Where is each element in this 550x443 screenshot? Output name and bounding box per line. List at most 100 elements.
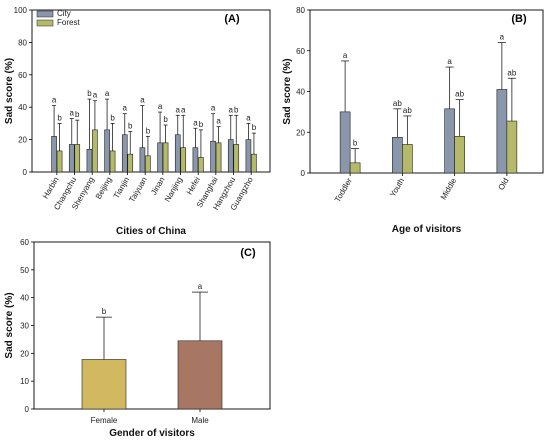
- y-tick-label: 0: [23, 168, 28, 177]
- y-tick-label: 60: [18, 71, 27, 80]
- plot-frame: [33, 241, 271, 410]
- bar: [145, 155, 151, 173]
- y-tick-label: 0: [301, 169, 306, 178]
- bar: [139, 147, 146, 173]
- x-tick-label: Nanjing: [163, 176, 184, 204]
- y-axis-title: Sad score (%): [4, 58, 15, 124]
- significance-letter: a: [158, 102, 163, 111]
- y-tick-label: 20: [20, 349, 29, 358]
- bar: [215, 142, 222, 173]
- bar: [506, 120, 518, 174]
- significance-letter: b: [163, 115, 168, 124]
- x-tick-label: Male: [191, 416, 209, 425]
- bar: [174, 134, 181, 173]
- plot-frame: [31, 9, 271, 173]
- significance-letter: a: [105, 89, 110, 98]
- bar: [180, 147, 187, 173]
- significance-letter: a: [140, 96, 145, 105]
- bar: [104, 129, 110, 173]
- bar: [251, 153, 257, 173]
- significance-letter: ab: [455, 90, 464, 99]
- bar: [127, 153, 134, 173]
- x-tick-label: Old: [497, 177, 511, 192]
- x-tick-label: Jinan: [149, 176, 166, 197]
- y-tick-label: 60: [20, 238, 29, 247]
- significance-letter: a: [193, 118, 198, 127]
- bar: [402, 144, 413, 174]
- x-axis-title: Gender of visitors: [109, 428, 195, 439]
- significance-letter: a: [211, 104, 216, 113]
- significance-letter: a: [123, 104, 128, 113]
- significance-letter: b: [102, 307, 107, 316]
- panel-label: (B): [511, 13, 527, 25]
- bar: [68, 144, 75, 173]
- bar: [81, 359, 127, 410]
- x-tick-label: Hefei: [185, 175, 202, 196]
- y-tick-label: 10: [20, 377, 29, 386]
- y-tick-label: 80: [18, 38, 27, 47]
- bar: [177, 340, 223, 410]
- significance-letter: b: [146, 126, 151, 135]
- x-axis-title: Cities of China: [116, 226, 186, 237]
- significance-letter: a: [176, 105, 181, 114]
- chart-panel-3: 0 10 20 30 40 50 60 Sad score (%) Gender of visi…: [4, 238, 271, 439]
- y-tick-label: 0: [25, 405, 30, 414]
- significance-letter: ab: [393, 99, 402, 108]
- significance-letter: a: [229, 105, 234, 114]
- bar: [496, 89, 508, 174]
- significance-letter: b: [110, 113, 115, 122]
- significance-letter: a: [246, 113, 251, 122]
- chart-panel-2: 0 20 40 60 80 Sad score (%) Age of visitors (B)…: [282, 6, 544, 235]
- significance-letter: ab: [403, 106, 412, 115]
- significance-letter: a: [52, 96, 57, 105]
- y-tick-label: 60: [296, 47, 305, 56]
- significance-letter: b: [234, 105, 239, 114]
- significance-letter: a: [447, 57, 452, 66]
- x-tick-label: Youth: [388, 177, 406, 199]
- significance-letter: a: [181, 105, 186, 114]
- legend-swatch: [36, 19, 54, 27]
- significance-letter: a: [216, 117, 221, 126]
- legend-label: Forest: [57, 18, 80, 27]
- y-axis-title: Sad score (%): [282, 58, 293, 124]
- panel-label: (C): [240, 247, 256, 259]
- y-tick-label: 20: [18, 136, 27, 145]
- x-axis-title: Age of visitors: [392, 224, 462, 235]
- significance-letter: b: [252, 123, 257, 132]
- legend-label: City: [57, 9, 71, 18]
- significance-letter: ab: [507, 68, 516, 77]
- x-tick-label: Beijing: [94, 176, 114, 201]
- bar: [51, 136, 57, 173]
- bar: [349, 162, 361, 174]
- bar: [210, 140, 216, 173]
- bar: [227, 139, 234, 173]
- y-tick-label: 20: [296, 128, 305, 137]
- significance-letter: a: [93, 91, 98, 100]
- legend-swatch: [36, 10, 54, 18]
- panel-label: (A): [224, 13, 240, 25]
- bar: [192, 147, 199, 173]
- bar: [444, 108, 455, 174]
- bar: [109, 150, 116, 173]
- significance-letter: b: [87, 89, 92, 98]
- y-tick-label: 80: [296, 6, 305, 15]
- significance-letter: b: [353, 139, 358, 148]
- significance-letter: a: [70, 109, 75, 118]
- x-tick-label: Toddler: [333, 176, 354, 204]
- x-tick-label: Middle: [439, 176, 459, 201]
- bar: [92, 129, 98, 173]
- y-tick-label: 30: [20, 322, 29, 331]
- y-tick-label: 100: [14, 6, 28, 15]
- significance-letter: a: [500, 33, 505, 42]
- x-tick-label: Female: [91, 416, 118, 425]
- significance-letter: a: [343, 51, 348, 60]
- bar: [162, 142, 169, 173]
- bar: [454, 136, 465, 174]
- bar: [86, 149, 93, 173]
- significance-letter: b: [199, 120, 204, 129]
- bar: [233, 144, 240, 173]
- significance-letter: b: [57, 113, 62, 122]
- significance-letter: b: [75, 110, 80, 119]
- bar: [198, 157, 204, 173]
